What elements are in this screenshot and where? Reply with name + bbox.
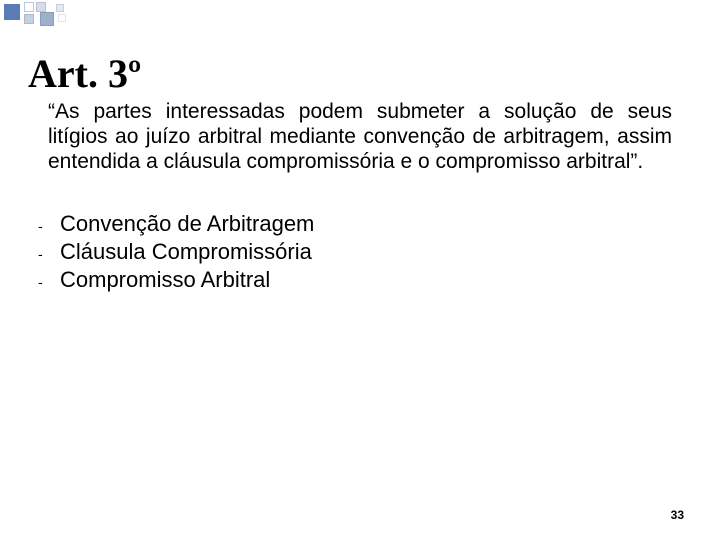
deco-square [24,14,34,24]
list-item-label: Cláusula Compromissória [60,239,312,265]
bullet-dash-icon: - [38,218,60,234]
list-item: -Compromisso Arbitral [38,267,692,293]
deco-square [24,2,34,12]
bullet-dash-icon: - [38,246,60,262]
deco-square [56,4,64,12]
bullet-dash-icon: - [38,274,60,290]
deco-square [58,14,66,22]
page-number: 33 [671,508,684,522]
slide-title: Art. 3º [28,50,692,97]
list-item: -Convenção de Arbitragem [38,211,692,237]
deco-square [40,12,54,26]
slide-content: Art. 3º “As partes interessadas podem su… [28,50,692,295]
list-item-label: Convenção de Arbitragem [60,211,314,237]
list-item-label: Compromisso Arbitral [60,267,270,293]
bullet-list: -Convenção de Arbitragem-Cláusula Compro… [38,211,692,293]
deco-square [36,2,46,12]
top-decoration [0,0,720,28]
quote-paragraph: “As partes interessadas podem submeter a… [48,99,672,175]
list-item: -Cláusula Compromissória [38,239,692,265]
deco-square [4,4,20,20]
